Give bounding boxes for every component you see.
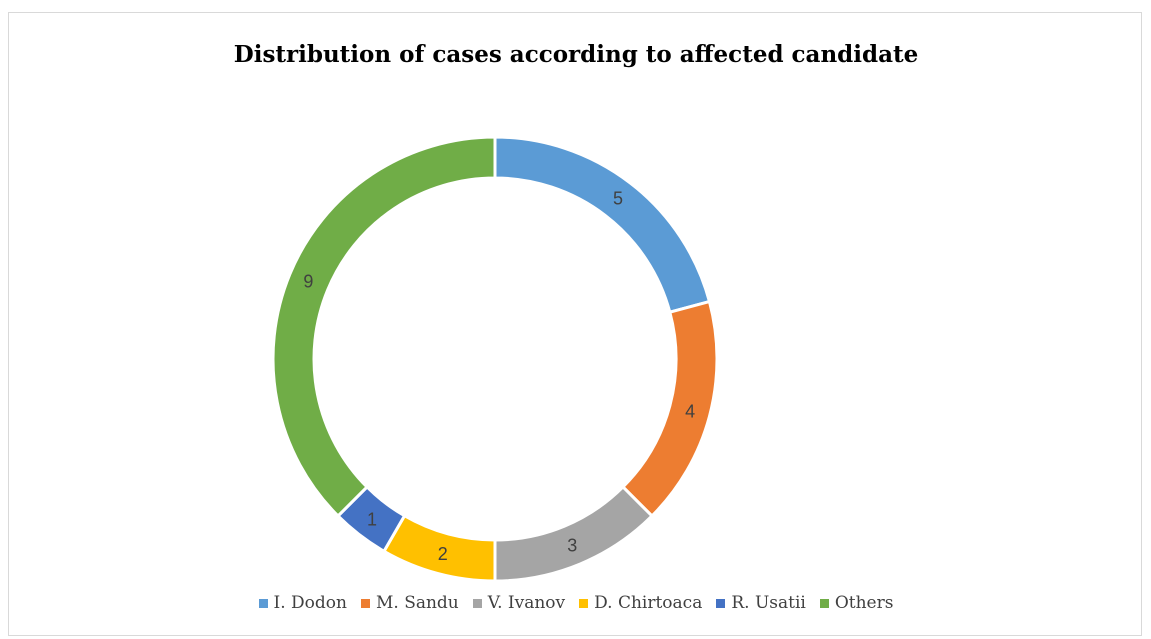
legend-item: V. Ivanov — [472, 593, 566, 613]
legend-swatch — [716, 598, 726, 608]
data-label-i-dodon: 5 — [613, 189, 623, 209]
legend-swatch — [472, 598, 482, 608]
chart-title: Distribution of cases according to affec… — [233, 41, 919, 68]
donut-slice-others — [271, 135, 497, 519]
legend-label: V. Ivanov — [487, 593, 566, 613]
donut-chart: 5 4 3 2 1 9 — [271, 135, 719, 583]
legend-swatch — [360, 598, 370, 608]
donut-slice-m-sandu — [620, 299, 719, 519]
legend-label: R. Usatii — [731, 593, 806, 613]
legend-item: Others — [819, 593, 894, 613]
donut-slice-i-dodon — [493, 135, 712, 314]
data-label-v-ivanov: 3 — [567, 536, 577, 556]
legend-label: Others — [834, 593, 894, 613]
data-label-m-sandu: 4 — [685, 401, 695, 421]
legend-item: I. Dodon — [258, 593, 347, 613]
legend-item: R. Usatii — [716, 593, 806, 613]
legend-item: D. Chirtoaca — [579, 593, 702, 613]
legend-swatch — [579, 598, 589, 608]
chart-frame: Distribution of cases according to affec… — [8, 12, 1142, 636]
legend-label: D. Chirtoaca — [594, 593, 703, 613]
donut-slice-v-ivanov — [493, 484, 655, 583]
data-label-others: 9 — [303, 272, 313, 292]
legend: I. Dodon M. Sandu V. Ivanov D. Chirtoaca R. … — [9, 593, 1143, 613]
legend-swatch — [819, 598, 829, 608]
legend-label: M. Sandu — [375, 593, 459, 613]
data-label-d-chirtoaca: 2 — [438, 544, 448, 564]
legend-swatch — [258, 598, 268, 608]
legend-label: I. Dodon — [273, 593, 347, 613]
legend-item: M. Sandu — [360, 593, 459, 613]
data-label-r-usatii: 1 — [367, 509, 377, 529]
